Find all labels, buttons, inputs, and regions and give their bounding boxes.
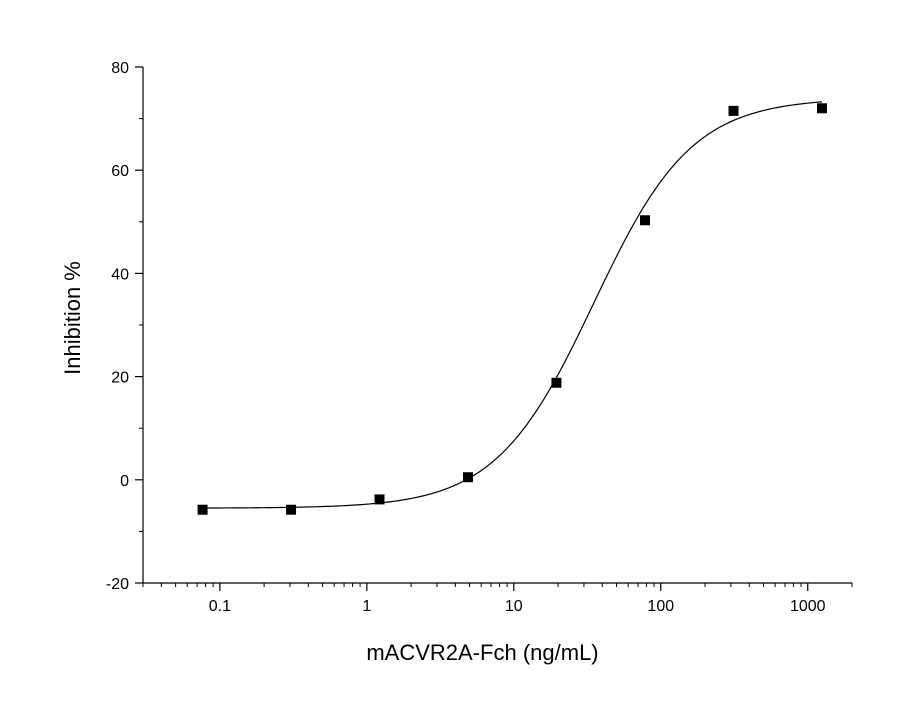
data-point [551, 377, 562, 388]
ticks: -20 0 20 40 60 80 0.1 1 10 100 1000 [106, 60, 853, 615]
data-point [286, 504, 297, 515]
data-point [374, 494, 385, 505]
axes [142, 67, 852, 584]
y-tick-label: 80 [111, 60, 129, 77]
x-tick-label: 1 [362, 598, 371, 615]
data-point [640, 215, 651, 226]
data-point [463, 472, 474, 483]
x-tick-label: 10 [505, 598, 523, 615]
y-axis-title: Inhibition % [60, 261, 85, 375]
y-tick-label: 40 [111, 266, 129, 283]
data-point [816, 103, 827, 114]
data-points [197, 103, 827, 515]
y-tick-label: 0 [120, 473, 129, 490]
y-tick-label: 60 [111, 163, 129, 180]
fit-curve [202, 101, 823, 509]
data-point [197, 504, 208, 515]
x-axis-title: mACVR2A-Fch (ng/mL) [366, 640, 598, 665]
x-tick-label: 0.1 [209, 598, 231, 615]
data-point [728, 105, 739, 116]
y-tick-label: -20 [106, 576, 129, 593]
y-tick-label: 20 [111, 370, 129, 387]
x-tick-label: 100 [647, 598, 674, 615]
x-tick-label: 1000 [790, 598, 826, 615]
